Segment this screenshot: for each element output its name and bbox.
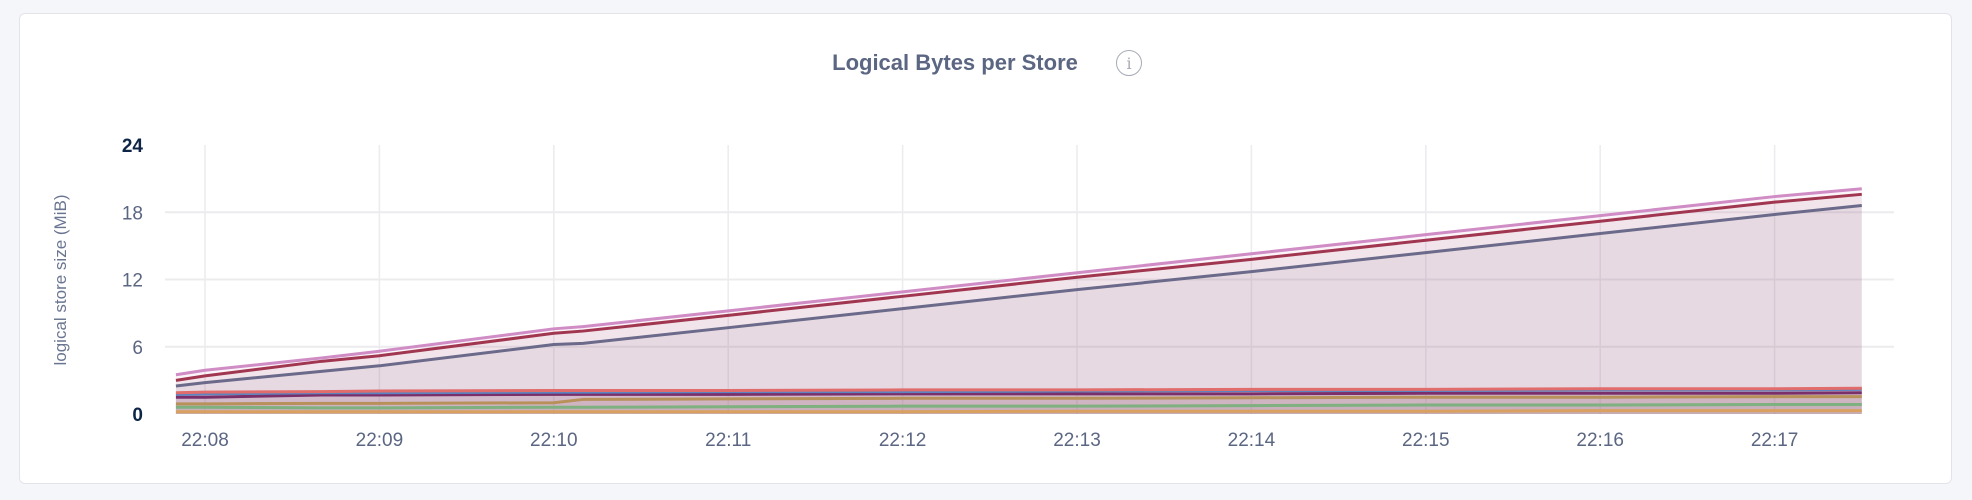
area-series-7	[175, 194, 1862, 414]
x-tick-label: 22:08	[181, 430, 229, 451]
x-tick-label: 22:12	[879, 430, 927, 451]
y-tick-label: 24	[122, 136, 144, 157]
area-series-6	[175, 205, 1862, 414]
y-axis-title: logical store size (MiB)	[51, 195, 70, 366]
x-tick-label: 22:16	[1576, 430, 1624, 451]
line-series-3[interactable]	[175, 391, 1862, 399]
y-tick-label: 0	[132, 405, 143, 426]
x-tick-label: 22:13	[1053, 430, 1101, 451]
x-tick-label: 22:14	[1228, 430, 1276, 451]
line-series-5[interactable]	[175, 386, 1862, 395]
x-tick-label: 22:17	[1751, 430, 1799, 451]
x-tick-label: 22:15	[1402, 430, 1450, 451]
line-series-0[interactable]	[175, 409, 1862, 414]
line-series-1[interactable]	[175, 402, 1862, 410]
x-tick-label: 22:10	[530, 430, 578, 451]
line-series-8[interactable]	[175, 187, 1862, 377]
line-series-2[interactable]	[175, 395, 1862, 406]
chart-title: Logical Bytes per Store	[832, 50, 1078, 75]
y-tick-label: 18	[122, 203, 143, 224]
y-tick-label: 6	[132, 338, 143, 359]
line-series-7[interactable]	[175, 192, 1862, 382]
area-series-8	[175, 188, 1862, 414]
x-tick-label: 22:09	[356, 430, 404, 451]
x-tick-label: 22:11	[705, 430, 751, 451]
y-tick-label: 12	[122, 271, 143, 292]
line-series-6[interactable]	[175, 204, 1862, 388]
info-icon[interactable]: i	[1116, 50, 1142, 76]
